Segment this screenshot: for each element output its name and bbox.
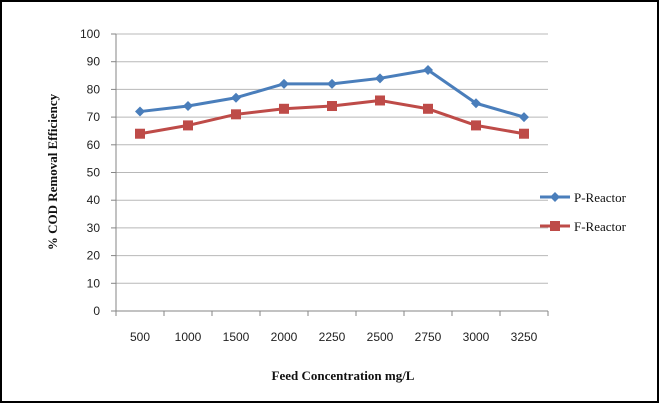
series-p-reactor xyxy=(135,65,529,123)
data-point xyxy=(135,128,145,139)
data-point xyxy=(471,98,481,109)
x-tick-label: 3250 xyxy=(511,330,538,344)
x-tick-label: 1500 xyxy=(223,330,250,344)
data-point xyxy=(423,65,433,76)
data-point xyxy=(471,120,481,131)
legend-label: P-Reactor xyxy=(574,190,627,205)
data-point xyxy=(231,109,241,120)
y-tick-label: 90 xyxy=(87,55,101,69)
y-tick-label: 50 xyxy=(87,166,101,180)
y-tick-label: 100 xyxy=(80,27,100,41)
legend: P-Reactor F-Reactor xyxy=(540,190,627,234)
data-point xyxy=(375,73,385,84)
data-point xyxy=(327,101,337,112)
y-tick-label: 0 xyxy=(93,304,100,318)
x-tick-label: 2500 xyxy=(367,330,394,344)
series-group xyxy=(135,65,529,139)
legend-marker xyxy=(550,221,560,231)
data-point xyxy=(183,101,193,112)
y-tick-label: 40 xyxy=(87,193,101,207)
y-axis-ticks: 0 10 20 30 40 50 60 70 80 90 100 xyxy=(80,27,117,318)
y-axis-title: % COD Removal Efficiency xyxy=(45,93,60,250)
gridlines xyxy=(116,33,548,312)
x-tick-label: 2000 xyxy=(271,330,298,344)
series-f-reactor xyxy=(135,95,529,139)
legend-label: F-Reactor xyxy=(574,219,627,234)
legend-marker xyxy=(550,192,560,202)
data-point xyxy=(519,112,529,123)
data-point xyxy=(279,78,289,89)
data-point xyxy=(327,78,337,89)
data-point xyxy=(231,92,241,103)
x-axis-title: Feed Concentration mg/L xyxy=(272,368,415,383)
data-point xyxy=(519,128,529,139)
y-tick-label: 60 xyxy=(87,138,101,152)
legend-item: F-Reactor xyxy=(540,219,627,234)
x-tick-label: 2750 xyxy=(415,330,442,344)
data-point xyxy=(375,95,385,106)
data-point xyxy=(183,120,193,131)
y-tick-label: 10 xyxy=(87,276,101,290)
y-tick-label: 80 xyxy=(87,82,101,96)
data-point xyxy=(135,106,145,117)
x-axis-ticks: 500 1000 1500 2000 2250 2500 2750 3000 3250 xyxy=(115,311,549,344)
data-point xyxy=(279,103,289,114)
y-tick-label: 20 xyxy=(87,249,101,263)
y-tick-label: 70 xyxy=(87,110,101,124)
data-point xyxy=(423,103,433,114)
x-tick-label: 500 xyxy=(130,330,150,344)
legend-item: P-Reactor xyxy=(540,190,627,205)
x-tick-label: 1000 xyxy=(175,330,202,344)
x-tick-label: 3000 xyxy=(463,330,490,344)
x-tick-label: 2250 xyxy=(319,330,346,344)
y-tick-label: 30 xyxy=(87,221,101,235)
